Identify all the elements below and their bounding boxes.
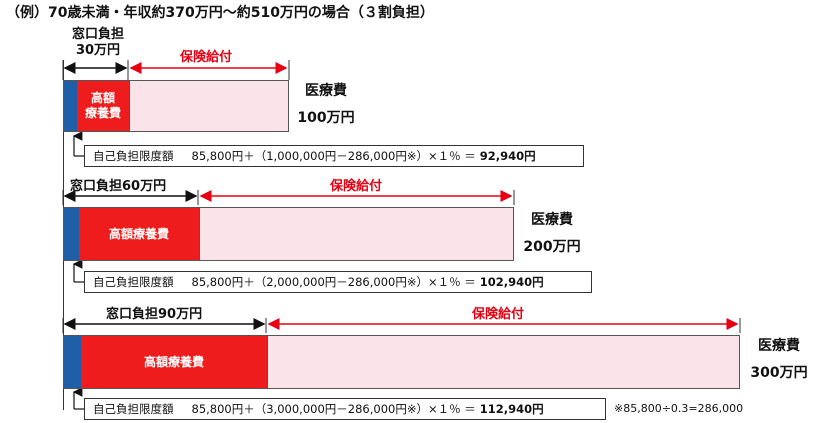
- page-title: （例）70歳未満・年収約370万円～約510万円の場合（３割負担）: [6, 5, 434, 21]
- limit-formula-box-1: 自己負担限度額 85,800円＋（1,000,000円－286,000円※）×１…: [84, 145, 584, 167]
- window-payment-label-3: 窓口負担90万円: [106, 307, 203, 322]
- medical-cost-1: 医療費 100万円: [293, 78, 359, 131]
- medical-cost-3: 医療費 300万円: [746, 333, 812, 386]
- insurance-benefit-label-3: 保険給付: [472, 307, 525, 322]
- medical-cost-2: 医療費 200万円: [519, 207, 585, 260]
- insurance-benefit-label-1: 保険給付: [180, 50, 233, 65]
- total-bar-outline-2: [63, 207, 514, 261]
- window-payment-label-2: 窓口負担60万円: [70, 179, 167, 194]
- formula-1: 85,800円＋（1,000,000円－286,000円※）×１％ ＝: [191, 149, 476, 163]
- total-bar-outline-1: [63, 80, 289, 132]
- limit-label-3: 自己負担限度額: [93, 402, 174, 416]
- total-bar-outline-3: [63, 335, 740, 389]
- window-payment-label-1-line1: 窓口負担: [71, 27, 124, 42]
- medical-cost-amount-3: 300万円: [750, 364, 808, 381]
- medical-cost-label-2: 医療費: [531, 212, 573, 228]
- limit-formula-box-2: 自己負担限度額 85,800円＋（2,000,000円－286,000円※）×１…: [84, 271, 592, 293]
- window-payment-label-1-line2: 30万円: [75, 43, 121, 58]
- result-2: 102,940円: [479, 275, 544, 289]
- high-cost-bar-3: 高額療養費: [81, 335, 267, 389]
- high-cost-bar-1-line2: 療養費: [84, 106, 121, 120]
- self-pay-bar-3: [63, 335, 81, 389]
- self-pay-bar-1: [63, 80, 77, 132]
- self-pay-bar-2: [63, 207, 79, 261]
- medical-cost-label-3: 医療費: [758, 338, 800, 354]
- insurance-benefit-label-2: 保険給付: [330, 179, 383, 194]
- footnote: ※85,800÷0.3=286,000: [614, 402, 744, 415]
- medical-cost-amount-1: 100万円: [297, 109, 355, 126]
- result-1: 92,940円: [479, 149, 536, 163]
- limit-formula-box-3: 自己負担限度額 85,800円＋（3,000,000円－286,000円※）×１…: [84, 398, 606, 420]
- high-cost-bar-2: 高額療養費: [79, 207, 199, 261]
- window-payment-label-1: 窓口負担 30万円: [68, 27, 128, 59]
- medical-cost-label-1: 医療費: [305, 83, 347, 99]
- limit-label-2: 自己負担限度額: [93, 275, 174, 289]
- result-3: 112,940円: [479, 402, 544, 416]
- medical-cost-amount-2: 200万円: [523, 238, 581, 255]
- formula-2: 85,800円＋（2,000,000円－286,000円※）×１％ ＝: [191, 275, 476, 289]
- high-cost-bar-1: 高額 療養費: [77, 80, 129, 132]
- formula-3: 85,800円＋（3,000,000円－286,000円※）×１％ ＝: [191, 402, 476, 416]
- limit-label-1: 自己負担限度額: [93, 149, 174, 163]
- high-cost-bar-1-line1: 高額: [90, 91, 115, 105]
